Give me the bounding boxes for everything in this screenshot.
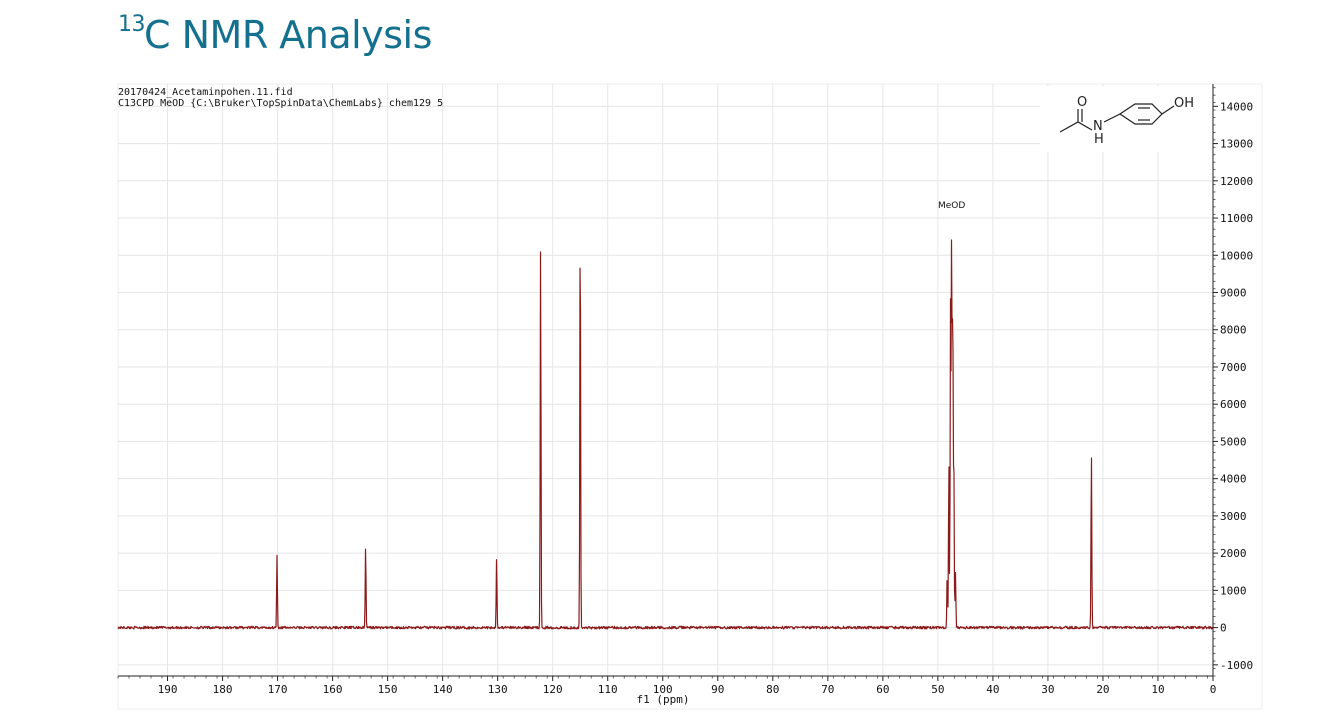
- x-tick-label: 130: [488, 683, 508, 696]
- x-tick-label: 140: [433, 683, 453, 696]
- x-tick-label: 190: [158, 683, 178, 696]
- x-tick-label: 80: [766, 683, 779, 696]
- acetaminophen-structure: O N H OH: [1040, 86, 1212, 152]
- x-tick-label: 40: [986, 683, 999, 696]
- plot-frame: [117, 83, 1263, 710]
- x-axis-label: f1 (ppm): [637, 693, 690, 706]
- x-tick-label: 20: [1096, 683, 1109, 696]
- y-tick-label: 3000: [1220, 510, 1247, 523]
- title-text: C NMR Analysis: [144, 13, 432, 57]
- x-tick-label: 10: [1151, 683, 1164, 696]
- y-tick-label: -1000: [1220, 659, 1253, 672]
- x-tick-label: 30: [1041, 683, 1054, 696]
- y-tick-label: 10000: [1220, 249, 1253, 262]
- page-title: 13C NMR Analysis: [118, 2, 432, 58]
- peak-annotation: MeOD: [938, 201, 965, 211]
- y-tick-label: 4000: [1220, 473, 1247, 486]
- plot-grid: [118, 84, 1214, 676]
- x-axis: 190 180 170 160 150 140 130 120 110 100 90 80 70 60 50…: [117, 675, 1217, 696]
- y-tick-label: 7000: [1220, 361, 1247, 374]
- spectrum-trace: [117, 239, 1214, 630]
- x-tick-label: 60: [876, 683, 889, 696]
- x-tick-label: 70: [821, 683, 834, 696]
- y-tick-label: 12000: [1220, 175, 1253, 188]
- title-superscript: 13: [118, 12, 146, 37]
- y-tick-label: 6000: [1220, 398, 1247, 411]
- x-tick-label: 0: [1210, 683, 1217, 696]
- y-tick-label: 8000: [1220, 324, 1247, 337]
- annotations: MeOD: [938, 201, 965, 211]
- x-tick-label: 50: [931, 683, 944, 696]
- y-tick-label: 1000: [1220, 584, 1247, 597]
- y-tick-label: 11000: [1220, 212, 1253, 225]
- nitrogen-label: N: [1093, 119, 1103, 134]
- oxygen-label: O: [1077, 95, 1087, 110]
- x-tick-label: 160: [323, 683, 343, 696]
- y-tick-label: 9000: [1220, 287, 1247, 300]
- header-line-1: 20170424_Acetaminpohen.11.fid: [118, 87, 293, 98]
- hydroxyl-label: OH: [1174, 96, 1194, 111]
- hydrogen-label: H: [1094, 132, 1104, 147]
- y-axis: 1400013000120001100010000900080007000600…: [1212, 84, 1253, 677]
- y-tick-label: 14000: [1220, 100, 1253, 113]
- x-tick-label: 150: [378, 683, 398, 696]
- x-tick-label: 100: [653, 683, 673, 696]
- y-tick-label: 2000: [1220, 547, 1247, 560]
- y-tick-label: 5000: [1220, 435, 1247, 448]
- header-line-2: C13CPD MeOD {C:\Bruker\TopSpinData\ChemL…: [118, 98, 443, 109]
- y-tick-label: 13000: [1220, 138, 1253, 151]
- x-tick-label: 120: [543, 683, 563, 696]
- x-tick-label: 110: [598, 683, 618, 696]
- x-tick-label: 170: [268, 683, 288, 696]
- x-tick-label: 90: [711, 683, 724, 696]
- x-tick-label: 180: [213, 683, 233, 696]
- y-tick-label: 0: [1220, 622, 1227, 635]
